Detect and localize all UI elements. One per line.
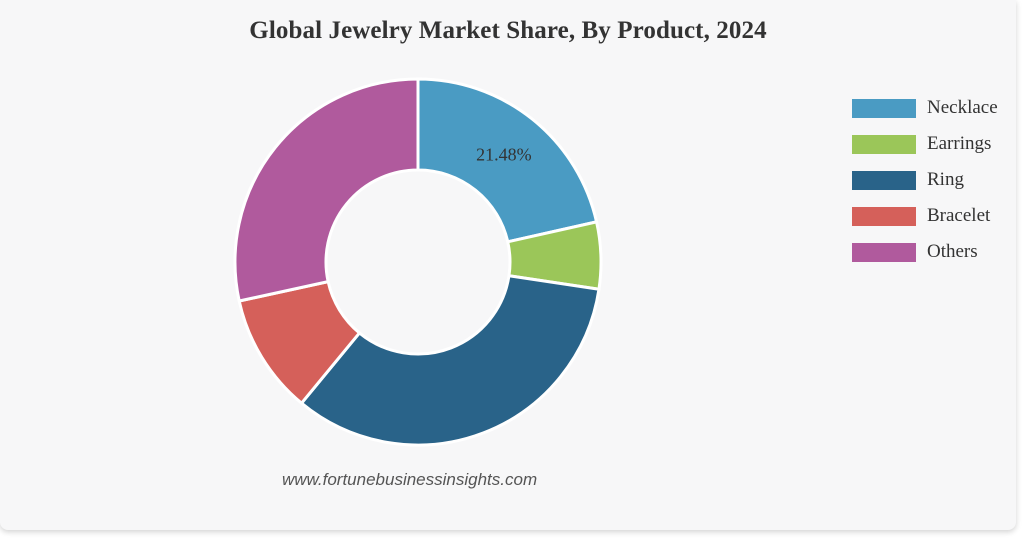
legend-swatch-others xyxy=(852,242,916,262)
legend-swatch-necklace xyxy=(852,98,916,118)
legend-item-others[interactable]: Others xyxy=(852,234,998,270)
chart-card: Global Jewelry Market Share, By Product,… xyxy=(233,17,998,489)
legend-swatch-ring xyxy=(852,170,916,190)
legend-item-necklace[interactable]: Necklace xyxy=(852,90,998,126)
donut-slice-necklace[interactable] xyxy=(416,77,599,244)
legend-label-earrings: Earrings xyxy=(927,133,992,154)
legend-item-earrings[interactable]: Earrings xyxy=(852,126,998,162)
legend-label-bracelet: Bracelet xyxy=(927,205,991,226)
donut-chart: 21.48% xyxy=(233,77,603,447)
donut-slice-others[interactable] xyxy=(233,77,420,303)
donut-data-labels: 21.48% xyxy=(476,145,532,165)
legend-item-bracelet[interactable]: Bracelet xyxy=(852,198,998,234)
legend-swatch-bracelet xyxy=(852,206,916,226)
chart-legend: Necklace Earrings Ring Bracelet Others xyxy=(852,90,998,270)
data-label-necklace: 21.48% xyxy=(476,145,532,165)
legend-item-ring[interactable]: Ring xyxy=(852,162,998,198)
donut-slice-ring[interactable] xyxy=(300,274,601,447)
legend-label-others: Others xyxy=(927,241,978,262)
legend-swatch-earrings xyxy=(852,134,916,154)
legend-label-ring: Ring xyxy=(927,169,964,190)
chart-title: Global Jewelry Market Share, By Product,… xyxy=(249,17,767,44)
donut-slices xyxy=(233,77,603,447)
source-watermark: www.fortunebusinessinsights.com xyxy=(282,470,538,489)
legend-label-necklace: Necklace xyxy=(927,97,998,118)
